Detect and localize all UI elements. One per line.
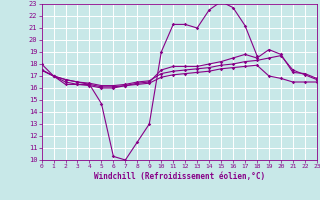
X-axis label: Windchill (Refroidissement éolien,°C): Windchill (Refroidissement éolien,°C): [94, 172, 265, 181]
